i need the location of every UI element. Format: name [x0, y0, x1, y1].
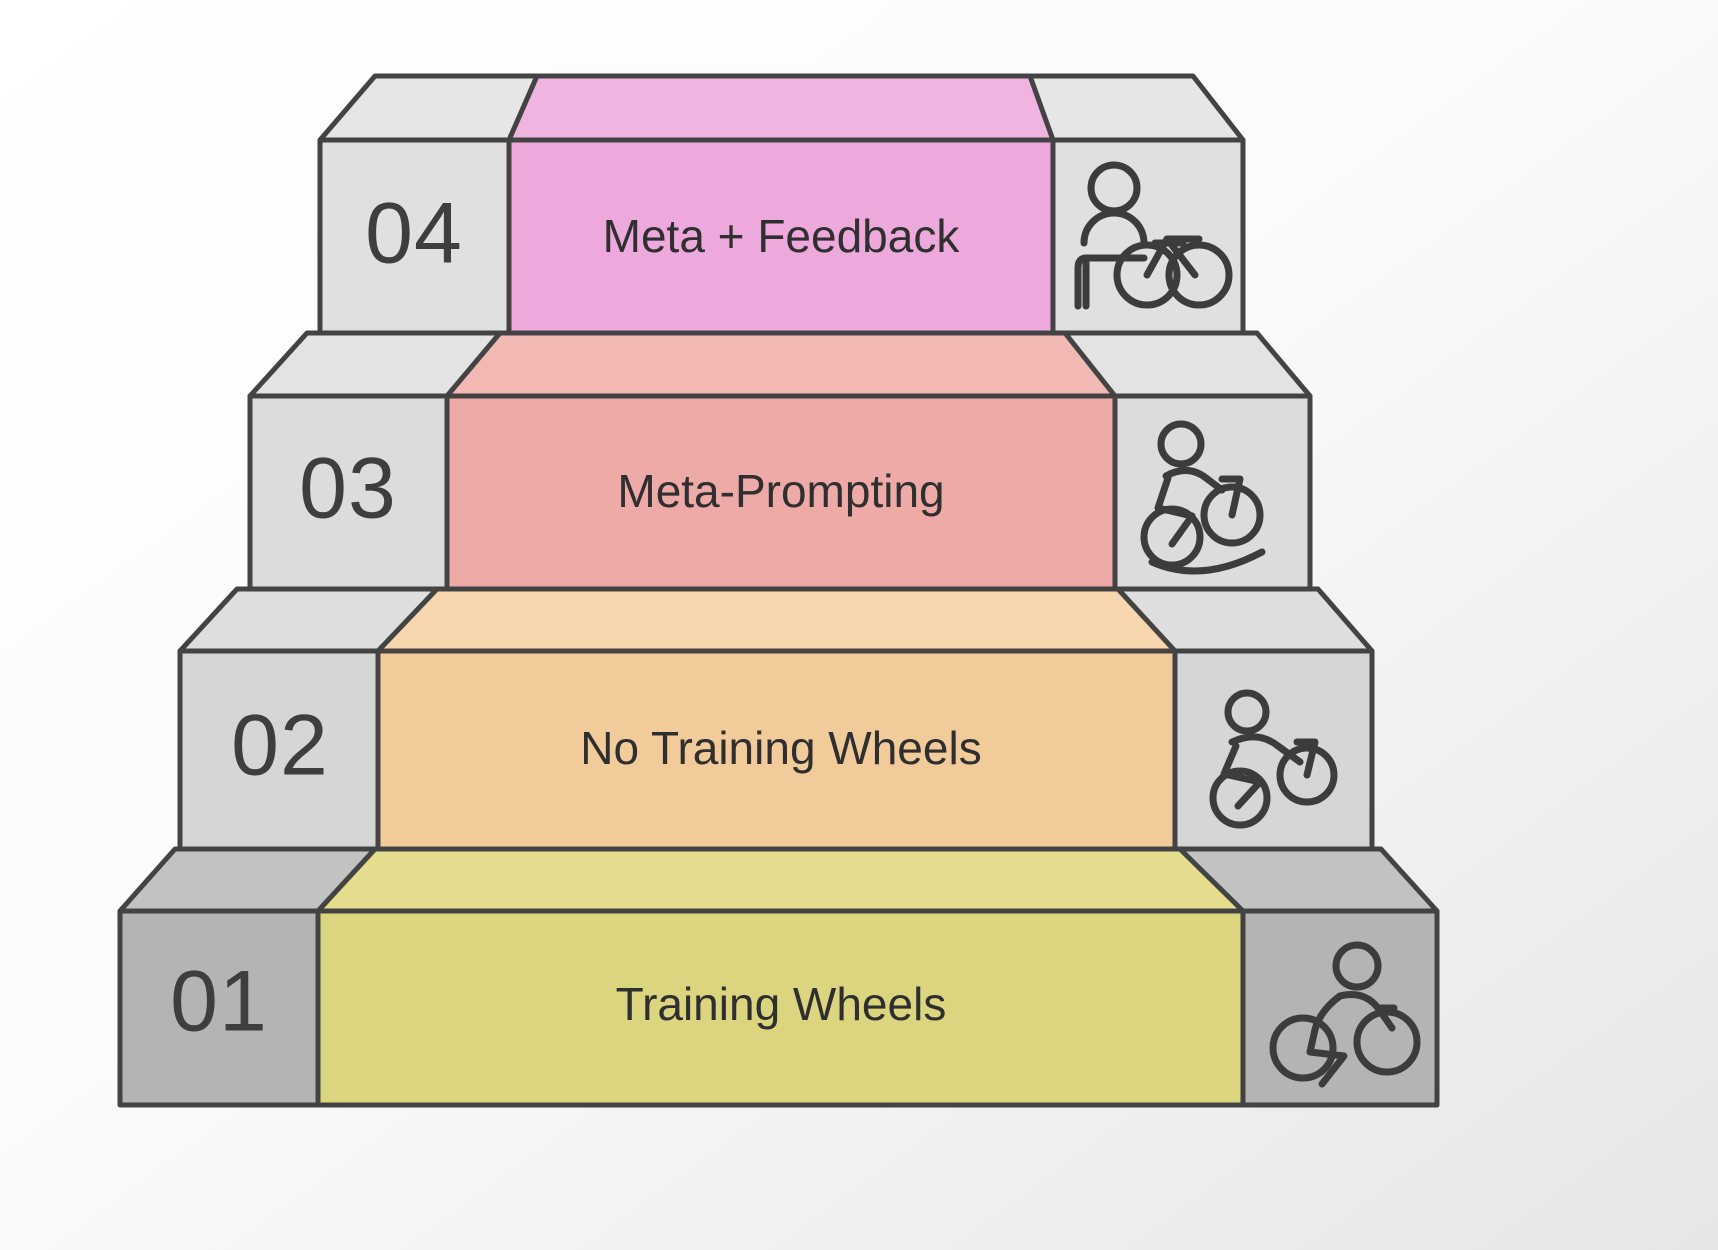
cyclist-leaning-icon [1209, 689, 1338, 829]
step-04-number: 04 [365, 186, 463, 282]
step-02[interactable]: 02 No Training Wheels [177, 586, 1375, 855]
step-03-center-top-face [444, 330, 1118, 399]
cyclist-riding-icon [1269, 941, 1421, 1088]
person-standing-with-bike-icon [1074, 161, 1233, 310]
step-03-label: Meta-Prompting [617, 465, 944, 517]
step-02-center-top-face [375, 586, 1178, 654]
step-02-label: No Training Wheels [580, 722, 981, 774]
step-04-label: Meta + Feedback [603, 210, 961, 262]
step-01-center-top-face [315, 846, 1246, 914]
step-01-number-block [117, 908, 321, 1108]
step-04-center-top-face [506, 73, 1056, 143]
step-01-number: 01 [170, 954, 268, 1050]
step-02-number-block [177, 648, 381, 855]
step-01[interactable]: 01 Training Wheels [117, 846, 1440, 1108]
step-02-icon-block [1172, 648, 1375, 855]
step-01-icon-block [1240, 908, 1440, 1108]
step-03[interactable]: 03 Meta-Prompting [247, 330, 1313, 597]
step-03-number: 03 [299, 441, 397, 537]
step-04[interactable]: 04 Meta + Feedback [317, 73, 1246, 339]
cyclist-mountain-icon [1140, 420, 1266, 575]
step-01-label: Training Wheels [616, 978, 947, 1030]
step-02-number: 02 [231, 698, 329, 794]
